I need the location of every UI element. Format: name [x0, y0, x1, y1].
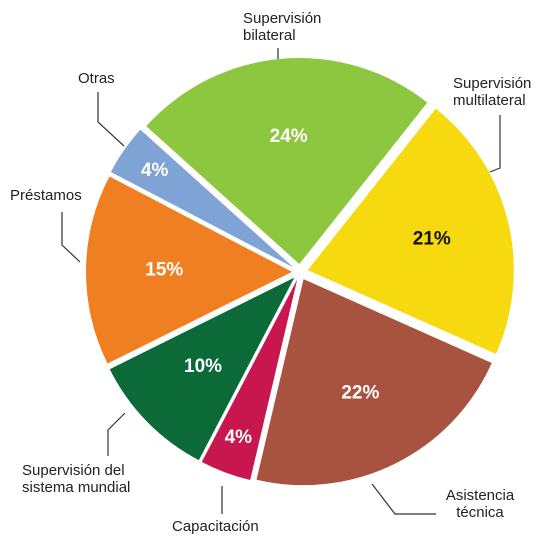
value-label: 21% [413, 229, 451, 250]
leader-line [107, 412, 126, 456]
leader-line [97, 92, 125, 147]
category-label: Capacitación [172, 518, 259, 535]
category-label: Asistencia técnica [445, 487, 515, 521]
value-label: 4% [225, 427, 253, 448]
pie-slice [86, 176, 293, 364]
value-label: 24% [270, 126, 308, 147]
value-label: 22% [341, 383, 379, 404]
pie-slice [146, 58, 428, 265]
category-label: Supervisión del sistema mundial [22, 462, 131, 496]
leader-line [489, 115, 501, 173]
pie-slice [256, 279, 492, 486]
category-label: Otras [78, 70, 115, 87]
value-label: 15% [145, 260, 183, 281]
leader-line [371, 483, 436, 515]
category-label: Préstamos [10, 187, 82, 204]
category-label: Supervisión multilateral [453, 75, 532, 109]
pie-slice [201, 279, 298, 481]
category-label: Supervisión bilateral [243, 10, 322, 44]
pie-slice [307, 108, 514, 354]
pie-slice [109, 277, 295, 461]
pie-slice [110, 129, 294, 268]
leader-line [61, 212, 81, 263]
value-label: 10% [184, 356, 222, 377]
value-label: 4% [141, 160, 169, 181]
